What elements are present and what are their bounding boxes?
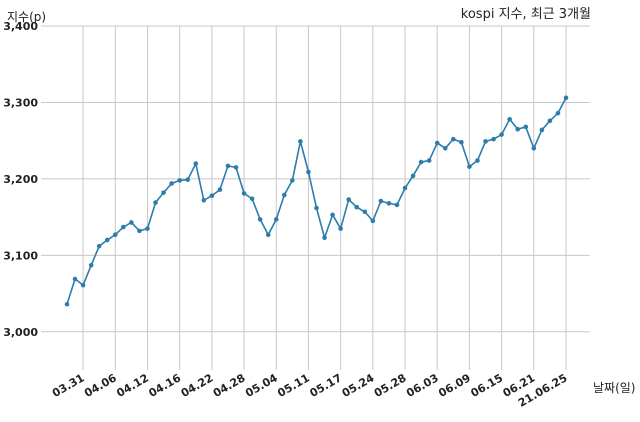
x-tick-label: 04.22: [179, 371, 216, 400]
x-tick-label: 04.06: [82, 371, 119, 400]
data-point: [499, 132, 504, 137]
data-point: [386, 201, 392, 206]
x-tick-label: 05.17: [308, 371, 345, 400]
data-point: [129, 220, 134, 225]
data-point: [442, 146, 448, 151]
data-point: [507, 116, 512, 122]
x-tick-label: 04.16: [147, 371, 184, 400]
data-point: [112, 232, 118, 237]
data-point: [475, 158, 480, 163]
data-point: [338, 226, 343, 231]
x-tick-label: 05.24: [340, 371, 377, 400]
data-point: [563, 95, 569, 101]
data-point: [282, 192, 287, 198]
x-tick-label: 05.11: [275, 371, 312, 400]
y-tick-label: 3,000: [3, 326, 38, 339]
data-point: [153, 200, 158, 205]
x-tick-label: 04.28: [211, 371, 248, 400]
series-layer: [66, 97, 567, 305]
data-point: [72, 276, 78, 282]
y-tick-label: 3,200: [3, 173, 38, 186]
data-point: [426, 158, 432, 163]
data-point: [314, 205, 319, 211]
data-point: [330, 212, 335, 218]
points-layer: [64, 95, 569, 307]
chart-title: kospi 지수, 최근 3개월: [461, 7, 591, 22]
data-point: [491, 136, 496, 142]
data-point: [394, 202, 400, 208]
series-line: [66, 97, 567, 305]
x-tick-label: 06.15: [468, 371, 505, 400]
data-point: [185, 177, 191, 182]
y-tick-label: 3,400: [3, 20, 38, 33]
x-tick-label: 05.04: [243, 371, 280, 400]
data-point: [346, 197, 351, 202]
x-tick-label: 06.09: [436, 371, 473, 400]
x-tick-label: 06.03: [404, 371, 441, 400]
data-point: [298, 139, 303, 144]
data-point: [539, 127, 545, 133]
data-point: [459, 139, 464, 145]
data-point: [257, 217, 263, 222]
data-point: [169, 181, 174, 186]
y-tick-label: 3,300: [3, 96, 38, 109]
data-point: [378, 198, 384, 204]
data-point: [177, 178, 182, 183]
data-point: [265, 232, 271, 237]
data-point: [547, 118, 553, 124]
data-point: [225, 163, 231, 169]
data-point: [161, 190, 166, 195]
data-point: [434, 140, 440, 146]
data-point: [451, 136, 456, 142]
data-point: [137, 228, 142, 234]
y-tick-labels: 3,000 3,100 3,200 3,300 3,400: [3, 20, 38, 339]
data-point: [201, 197, 207, 203]
data-point: [193, 161, 199, 166]
data-point: [241, 191, 247, 196]
data-point: [410, 173, 416, 179]
data-point: [80, 282, 86, 288]
data-point: [483, 139, 488, 144]
x-tick-label: 04.12: [114, 371, 151, 400]
data-point: [96, 243, 102, 249]
data-point: [322, 235, 327, 241]
data-point: [531, 146, 537, 151]
grid-layer: [41, 25, 590, 370]
data-point: [354, 204, 360, 210]
data-point: [209, 193, 215, 199]
data-point: [145, 226, 150, 231]
data-point: [467, 164, 472, 169]
data-point: [233, 165, 239, 170]
data-point: [370, 218, 376, 224]
data-point: [555, 110, 561, 116]
data-point: [362, 209, 368, 215]
x-tick-label: 03.31: [50, 371, 87, 400]
data-point: [104, 237, 110, 243]
data-point: [273, 217, 279, 222]
data-point: [290, 178, 295, 183]
data-point: [418, 159, 424, 165]
data-point: [402, 185, 408, 191]
data-point: [121, 224, 126, 230]
y-axis-label: 지수(p): [7, 10, 46, 24]
x-tick-label: 05.28: [372, 371, 409, 400]
data-point: [249, 196, 255, 202]
data-point: [306, 169, 311, 175]
y-tick-label: 3,100: [3, 249, 38, 262]
data-point: [64, 301, 70, 307]
data-point: [523, 124, 529, 130]
x-axis-label: 날짜(일): [593, 381, 635, 395]
data-point: [88, 262, 94, 268]
data-point: [217, 187, 223, 192]
x-tick-labels: 03.3104.0604.1204.1604.2204.2805.0405.11…: [50, 371, 570, 410]
data-point: [515, 126, 521, 132]
